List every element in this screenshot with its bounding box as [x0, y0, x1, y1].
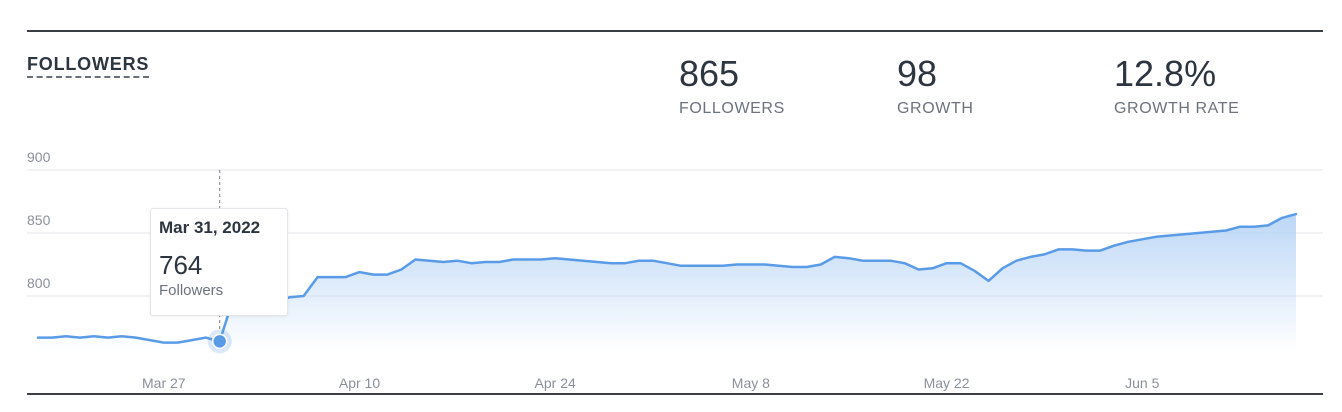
stat-growth-value: 98 — [897, 53, 938, 94]
stat-growth: 98 GROWTH — [897, 52, 973, 118]
stat-growth-rate-label: GROWTH RATE — [1114, 100, 1240, 117]
tooltip-date: Mar 31, 2022 — [159, 218, 261, 237]
area-fill — [38, 214, 1296, 352]
y-tick-label-800: 800 — [27, 275, 51, 291]
x-tick-label: May 22 — [924, 375, 970, 391]
stat-growth-label: GROWTH — [897, 100, 974, 117]
top-rule — [27, 30, 1323, 32]
tooltip-value: 764 — [159, 250, 203, 280]
x-tick-label: Apr 24 — [535, 375, 576, 391]
chart-tooltip: Mar 31, 2022 764 Followers — [150, 208, 288, 316]
x-tick-label: Apr 10 — [339, 375, 380, 391]
stat-growth-rate-value: 12.8% — [1114, 53, 1217, 94]
y-tick-label-850: 850 — [27, 212, 51, 228]
tooltip-label: Followers — [159, 282, 224, 299]
highlight-point — [211, 333, 228, 350]
stat-followers-value: 865 — [679, 53, 740, 94]
bottom-rule — [27, 393, 1323, 395]
y-tick-label-900: 900 — [27, 149, 51, 165]
stat-growth-rate: 12.8% GROWTH RATE — [1114, 52, 1239, 118]
stat-followers: 865 FOLLOWERS — [679, 52, 785, 118]
x-tick-label: Mar 27 — [142, 375, 186, 391]
stat-followers-label: FOLLOWERS — [679, 100, 785, 117]
x-tick-label: May 8 — [732, 375, 770, 391]
chart-title[interactable]: FOLLOWERS — [27, 54, 150, 78]
x-tick-label: Jun 5 — [1125, 375, 1159, 391]
